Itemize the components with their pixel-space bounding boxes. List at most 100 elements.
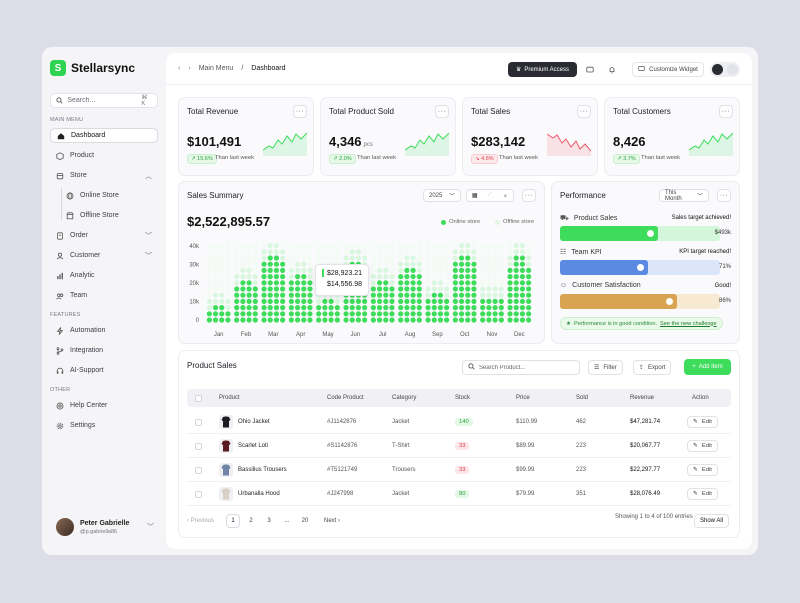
perf-progress-fill [560, 260, 648, 275]
chat-icon[interactable] [583, 63, 596, 76]
col-stock[interactable]: Stock [455, 395, 471, 401]
more-icon[interactable]: ··· [522, 189, 536, 202]
user-profile[interactable]: Peter Gabrielle @p.gabriella86 ﹀ [56, 518, 154, 536]
chart-dot [471, 261, 477, 267]
next-page-button[interactable]: Next › [324, 518, 341, 524]
sidebar-item-automation[interactable]: Automation [50, 323, 158, 338]
table-row[interactable]: Bassilius Trousers #T5121749 Trousers 33… [187, 458, 731, 482]
col-product[interactable]: Product [219, 395, 240, 401]
sidebar-item-store[interactable]: Store ︿ [50, 168, 158, 183]
bar-view-icon[interactable]: ▲ [502, 192, 509, 199]
edit-button[interactable]: ✎ Edit [687, 488, 718, 500]
row-checkbox[interactable] [195, 434, 202, 458]
stat-card: Total Product Sold ··· 4,346 pcs ↗ 2.0% T… [320, 97, 456, 176]
chart-dot [240, 274, 246, 280]
pagination: ‹ Previous 1 2 3 ... 20 Next › [187, 514, 340, 528]
more-icon[interactable]: ··· [577, 105, 591, 118]
sidebar-item-help-center[interactable]: Help Center [50, 398, 158, 413]
page-1[interactable]: 1 [226, 514, 241, 528]
chart-type-switch[interactable]: ▦ ⟋ ▲ [466, 189, 514, 202]
previous-page-button[interactable]: ‹ Previous [187, 518, 215, 524]
sidebar-search[interactable]: ⌘ K [50, 93, 158, 108]
row-checkbox[interactable] [195, 482, 202, 506]
chart-dot [355, 243, 362, 249]
back-arrow-icon[interactable]: ‹ [178, 65, 181, 72]
chart-dot [383, 292, 389, 298]
stock-cell: 80 [455, 482, 470, 506]
chart-dot [294, 267, 301, 273]
chart-dot [246, 243, 252, 249]
sidebar-item-dashboard[interactable]: Dashboard [50, 128, 158, 143]
chart-dot [513, 286, 519, 292]
more-icon[interactable]: ··· [293, 105, 307, 118]
line-view-icon[interactable]: ⟋ [487, 192, 493, 198]
year-select[interactable]: 2025 ﹀ [423, 189, 461, 202]
customize-widget-button[interactable]: Customize Widget [632, 62, 704, 77]
chart-dot [389, 280, 395, 286]
product-cell: Ohio Jacket [219, 410, 270, 434]
export-button[interactable]: ⇪ Export [633, 360, 672, 375]
row-checkbox[interactable] [195, 410, 202, 434]
period-select[interactable]: This Month ﹀ [659, 189, 709, 202]
legend-offline-dot [495, 219, 500, 225]
sidebar-item-product[interactable]: Product [50, 148, 158, 163]
chart-dot [343, 311, 349, 317]
chart-dot [444, 305, 450, 311]
premium-access-button[interactable]: ♛ Premium Access [508, 62, 577, 77]
grid-view-icon[interactable]: ▦ [471, 193, 478, 199]
row-checkbox[interactable] [195, 458, 202, 482]
sidebar-item-ai-support[interactable]: AI-Support [50, 363, 158, 378]
more-icon[interactable]: ··· [717, 189, 731, 202]
filter-button[interactable]: ☰ Filter [588, 360, 623, 375]
pagination-summary: Showing 1 to 4 of 100 entries [615, 514, 693, 520]
col-category[interactable]: Category [392, 395, 417, 401]
page-20[interactable]: 20 [301, 518, 309, 524]
product-revenue: $47,281.74 [630, 419, 661, 425]
edit-button[interactable]: ✎ Edit [687, 464, 718, 476]
dark-mode-icon [712, 64, 723, 75]
product-search-input[interactable] [479, 364, 569, 371]
sidebar-item-analytic[interactable]: Analytic [50, 268, 158, 283]
edit-button[interactable]: ✎ Edit [687, 416, 718, 428]
breadcrumb-parent[interactable]: Main Menu [198, 65, 234, 72]
add-item-button[interactable]: + Add Item [684, 359, 731, 375]
select-all-checkbox[interactable] [195, 389, 202, 407]
brand[interactable]: S Stellarsync [50, 60, 135, 76]
sidebar-item-customer[interactable]: Customer ﹀ [50, 248, 158, 263]
sidebar-item-offline-store[interactable]: Offline Store [60, 208, 158, 223]
sidebar-item-online-store[interactable]: Online Store [60, 188, 158, 203]
forward-arrow-icon[interactable]: › [188, 65, 191, 72]
page-3[interactable]: 3 [267, 518, 271, 524]
sidebar-item-team[interactable]: Team [50, 288, 158, 303]
sidebar-item-integration[interactable]: Integration [50, 343, 158, 358]
chart-dot [410, 243, 416, 249]
chart-dot [398, 267, 404, 273]
search-input[interactable] [67, 97, 138, 104]
col-sold[interactable]: Sold [576, 395, 589, 401]
pencil-icon: ✎ [693, 491, 698, 497]
sidebar-item-order[interactable]: Order ﹀ [50, 228, 158, 243]
chart-dot [362, 317, 368, 323]
chevron-down-icon[interactable]: ﹀ [147, 524, 154, 531]
performance-footer-link[interactable]: See the new challenge [660, 320, 717, 327]
sidebar-item-settings[interactable]: Settings [50, 418, 158, 433]
page-2[interactable]: 2 [249, 518, 253, 524]
show-all-button[interactable]: Show All [694, 514, 730, 528]
col-revenue[interactable]: Revenue [630, 395, 655, 401]
product-search[interactable] [462, 360, 580, 375]
col-price[interactable]: Price [516, 395, 530, 401]
chart-dot [416, 274, 422, 280]
x-tick-label: Feb [241, 332, 252, 338]
theme-toggle[interactable] [710, 62, 740, 77]
table-row[interactable]: Urbanalla Hood #J247998 Jacket 80 $79.99… [187, 482, 731, 506]
more-icon[interactable]: ··· [719, 105, 733, 118]
table-row[interactable]: Scarlet Loti #S1142876 T-Shirt 33 $89.99… [187, 434, 731, 458]
chart-dot [507, 286, 513, 292]
more-icon[interactable]: ··· [435, 105, 449, 118]
table-row[interactable]: Ohio Jacket #J1142876 Jacket 140 $110.99… [187, 410, 731, 434]
product-code: #S1142876 [327, 443, 358, 449]
chart-dot [240, 249, 246, 255]
edit-button[interactable]: ✎ Edit [687, 440, 718, 452]
col-code[interactable]: Code Product [327, 395, 364, 401]
bell-icon[interactable] [605, 63, 618, 76]
